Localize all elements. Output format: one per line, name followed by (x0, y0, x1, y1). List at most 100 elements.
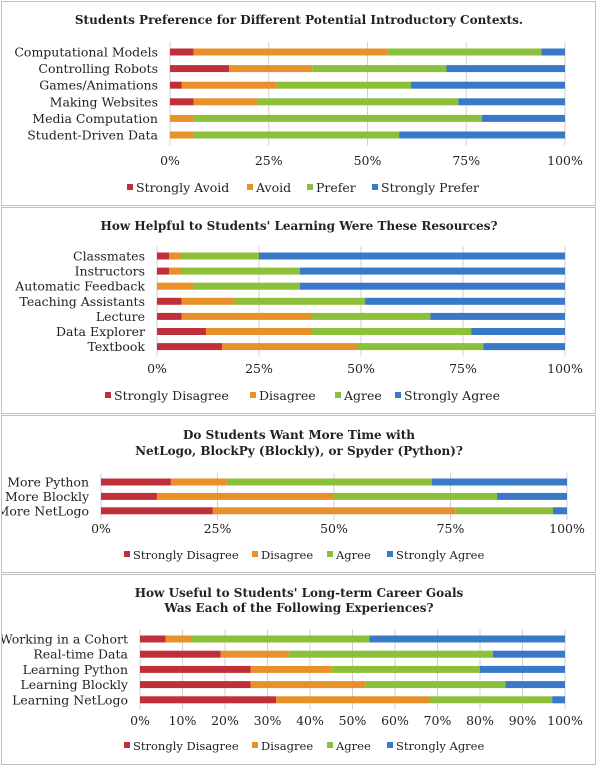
bar-segment-learning-netlogo-agree (429, 696, 552, 703)
chart-contexts: Students Preference for Different Potent… (2, 2, 597, 207)
bar-segment-instructors-strongly-agree (300, 268, 565, 275)
bar-segment-working-in-a-cohort-strongly-disagree (140, 636, 166, 643)
bar-segment-more-blockly-disagree (157, 493, 334, 500)
category-label-computational-models: Computational Models (14, 45, 158, 60)
bar-segment-real-time-data-disagree (221, 651, 289, 658)
bar-segment-instructors-strongly-disagree (157, 268, 169, 275)
category-label-automatic-feedback: Automatic Feedback (14, 279, 145, 294)
bar-segment-controlling-robots-strongly-prefer (447, 65, 566, 72)
category-label-making-websites: Making Websites (50, 94, 158, 109)
bar-segment-learning-netlogo-strongly-agree (552, 696, 565, 703)
bar-segment-textbook-agree (357, 343, 483, 350)
x-tick-label: 20% (211, 713, 239, 728)
bar-segment-games-animations-strongly-prefer (411, 82, 565, 89)
bar-segment-data-explorer-disagree (206, 328, 312, 335)
bar-segment-learning-netlogo-disagree (276, 696, 429, 703)
bar-segment-student-driven-data-strongly-prefer (399, 132, 565, 139)
chart-title-line-2: Was Each of the Following Experiences? (163, 601, 433, 615)
bar-segment-instructors-disagree (169, 268, 181, 275)
x-tick-label: 40% (296, 713, 324, 728)
bar-segment-computational-models-strongly-prefer (541, 49, 565, 56)
legend-label-strongly-disagree: Strongly Disagree (114, 388, 229, 403)
bar-segment-making-websites-strongly-prefer (458, 98, 565, 105)
x-tick-label: 50% (320, 521, 348, 536)
x-tick-label: 100% (547, 153, 583, 168)
legend-swatch-strongly-avoid (127, 184, 133, 190)
bar-segment-learning-python-strongly-agree (480, 666, 565, 673)
bar-segment-more-netlogo-strongly-disagree (101, 507, 213, 514)
legend-swatch-strongly-disagree (124, 742, 130, 748)
bar-segment-media-computation-prefer (194, 115, 482, 122)
bar-segment-learning-blockly-agree (365, 681, 505, 688)
legend-swatch-strongly-prefer (372, 184, 378, 190)
legend-swatch-avoid (247, 184, 253, 190)
bar-segment-classmates-strongly-disagree (157, 253, 169, 260)
bar-segment-textbook-disagree (222, 343, 357, 350)
bar-segment-teaching-assistants-strongly-agree (365, 298, 565, 305)
bar-segment-media-computation-avoid (170, 115, 194, 122)
chart-career: How Useful to Students' Long-term Career… (2, 575, 597, 766)
category-label-student-driven-data: Student-Driven Data (27, 128, 158, 143)
legend-label-strongly-disagree: Strongly Disagree (133, 548, 239, 562)
bar-segment-more-blockly-agree (334, 493, 497, 500)
legend-swatch-agree (327, 742, 333, 748)
x-tick-label: 50% (347, 361, 375, 376)
category-label-lecture: Lecture (96, 309, 145, 324)
bar-segment-games-animations-prefer (277, 82, 411, 89)
bar-segment-more-python-strongly-disagree (101, 479, 171, 486)
chart-panel-contexts: Students Preference for Different Potent… (1, 1, 596, 206)
chart-title-line-1: How Useful to Students' Long-term Career… (135, 586, 464, 600)
bar-segment-games-animations-strongly-avoid (170, 82, 182, 89)
bar-segment-more-python-disagree (171, 479, 227, 486)
legend-swatch-agree (327, 551, 333, 557)
x-tick-label: 30% (254, 713, 282, 728)
category-label-learning-blockly: Learning Blockly (20, 677, 128, 692)
bar-segment-more-netlogo-disagree (213, 507, 455, 514)
chart-panel-more-time: Do Students Want More Time with NetLogo, … (1, 415, 596, 573)
x-tick-label: 50% (339, 713, 367, 728)
legend-label-strongly-avoid: Strongly Avoid (136, 180, 229, 195)
bar-segment-automatic-feedback-strongly-agree (300, 283, 565, 290)
bar-segment-computational-models-strongly-avoid (170, 49, 194, 56)
bar-segment-classmates-disagree (169, 253, 181, 260)
x-tick-label: 75% (452, 153, 480, 168)
legend-label-agree: Agree (335, 548, 371, 562)
bar-segment-making-websites-avoid (194, 98, 257, 105)
chart-title-line-1: Do Students Want More Time with (183, 428, 415, 442)
legend-label-agree: Agree (343, 388, 382, 403)
bar-segment-media-computation-strongly-prefer (482, 115, 565, 122)
bar-segment-teaching-assistants-agree (235, 298, 366, 305)
x-tick-label: 0% (130, 713, 150, 728)
bar-segment-more-python-agree (227, 479, 432, 486)
x-tick-label: 0% (147, 361, 167, 376)
x-tick-label: 0% (160, 153, 180, 168)
legend-swatch-strongly-agree (387, 742, 393, 748)
legend-label-strongly-disagree: Strongly Disagree (133, 739, 239, 753)
bar-segment-more-python-strongly-agree (432, 479, 567, 486)
bar-segment-making-websites-strongly-avoid (170, 98, 194, 105)
bar-segment-student-driven-data-prefer (194, 132, 399, 139)
bar-segment-more-netlogo-strongly-agree (553, 507, 567, 514)
bar-segment-real-time-data-agree (289, 651, 493, 658)
bar-segment-textbook-strongly-agree (483, 343, 565, 350)
category-label-learning-python: Learning Python (23, 662, 128, 677)
x-tick-label: 100% (547, 713, 583, 728)
chart-more-time: Do Students Want More Time with NetLogo, … (2, 416, 597, 574)
legend-swatch-strongly-agree (387, 551, 393, 557)
x-tick-label: 60% (381, 713, 409, 728)
category-label-more-python: More Python (7, 475, 89, 490)
bar-segment-textbook-strongly-disagree (157, 343, 222, 350)
x-tick-label: 50% (354, 153, 382, 168)
x-tick-label: 25% (204, 521, 232, 536)
bar-segment-more-blockly-strongly-disagree (101, 493, 157, 500)
bar-segment-working-in-a-cohort-agree (191, 636, 370, 643)
legend-swatch-disagree (250, 392, 256, 398)
bar-segment-controlling-robots-prefer (312, 65, 446, 72)
legend-swatch-agree (335, 392, 341, 398)
bar-segment-computational-models-prefer (387, 49, 541, 56)
bar-segment-more-netlogo-agree (455, 507, 553, 514)
x-tick-label: 90% (509, 713, 537, 728)
category-label-data-explorer: Data Explorer (56, 324, 145, 339)
legend-label-strongly-agree: Strongly Agree (396, 548, 484, 562)
bar-segment-learning-netlogo-strongly-disagree (140, 696, 276, 703)
